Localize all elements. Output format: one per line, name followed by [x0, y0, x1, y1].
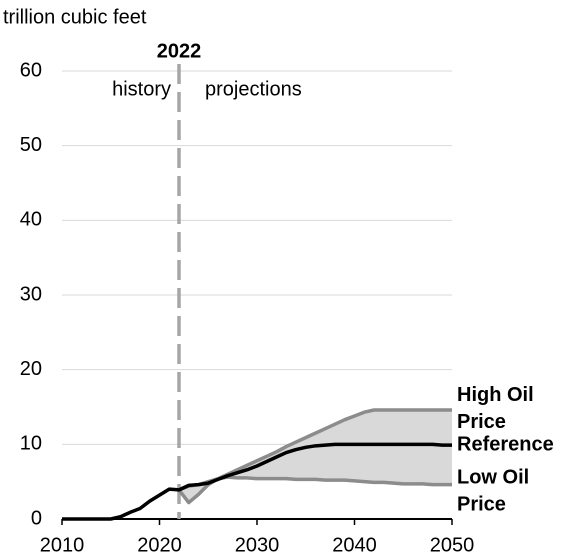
x-tick-label: 2010 [40, 534, 85, 556]
x-tick-label: 2040 [332, 534, 377, 556]
series-label: Low Oil Price [457, 467, 529, 516]
range-band [179, 409, 452, 503]
series-label: Reference [457, 433, 554, 455]
y-tick-label: 40 [20, 209, 42, 231]
divider-label: 2022 [157, 40, 202, 62]
x-tick-label: 2050 [430, 534, 475, 556]
y-tick-label: 50 [20, 134, 42, 156]
y-tick-label: 20 [20, 358, 42, 380]
x-tick-label: 2020 [137, 534, 182, 556]
series-line [62, 442, 452, 521]
history-label: history [112, 78, 171, 100]
x-tick-label: 2030 [235, 534, 280, 556]
y-tick-label: 60 [20, 59, 42, 81]
series-label: High Oil Price [457, 384, 534, 433]
y-tick-label: 30 [20, 283, 42, 305]
projections-label: projections [205, 78, 302, 100]
y-tick-label: 0 [31, 507, 42, 529]
y-tick-label: 10 [20, 433, 42, 455]
subtitle: trillion cubic feet [3, 6, 147, 28]
